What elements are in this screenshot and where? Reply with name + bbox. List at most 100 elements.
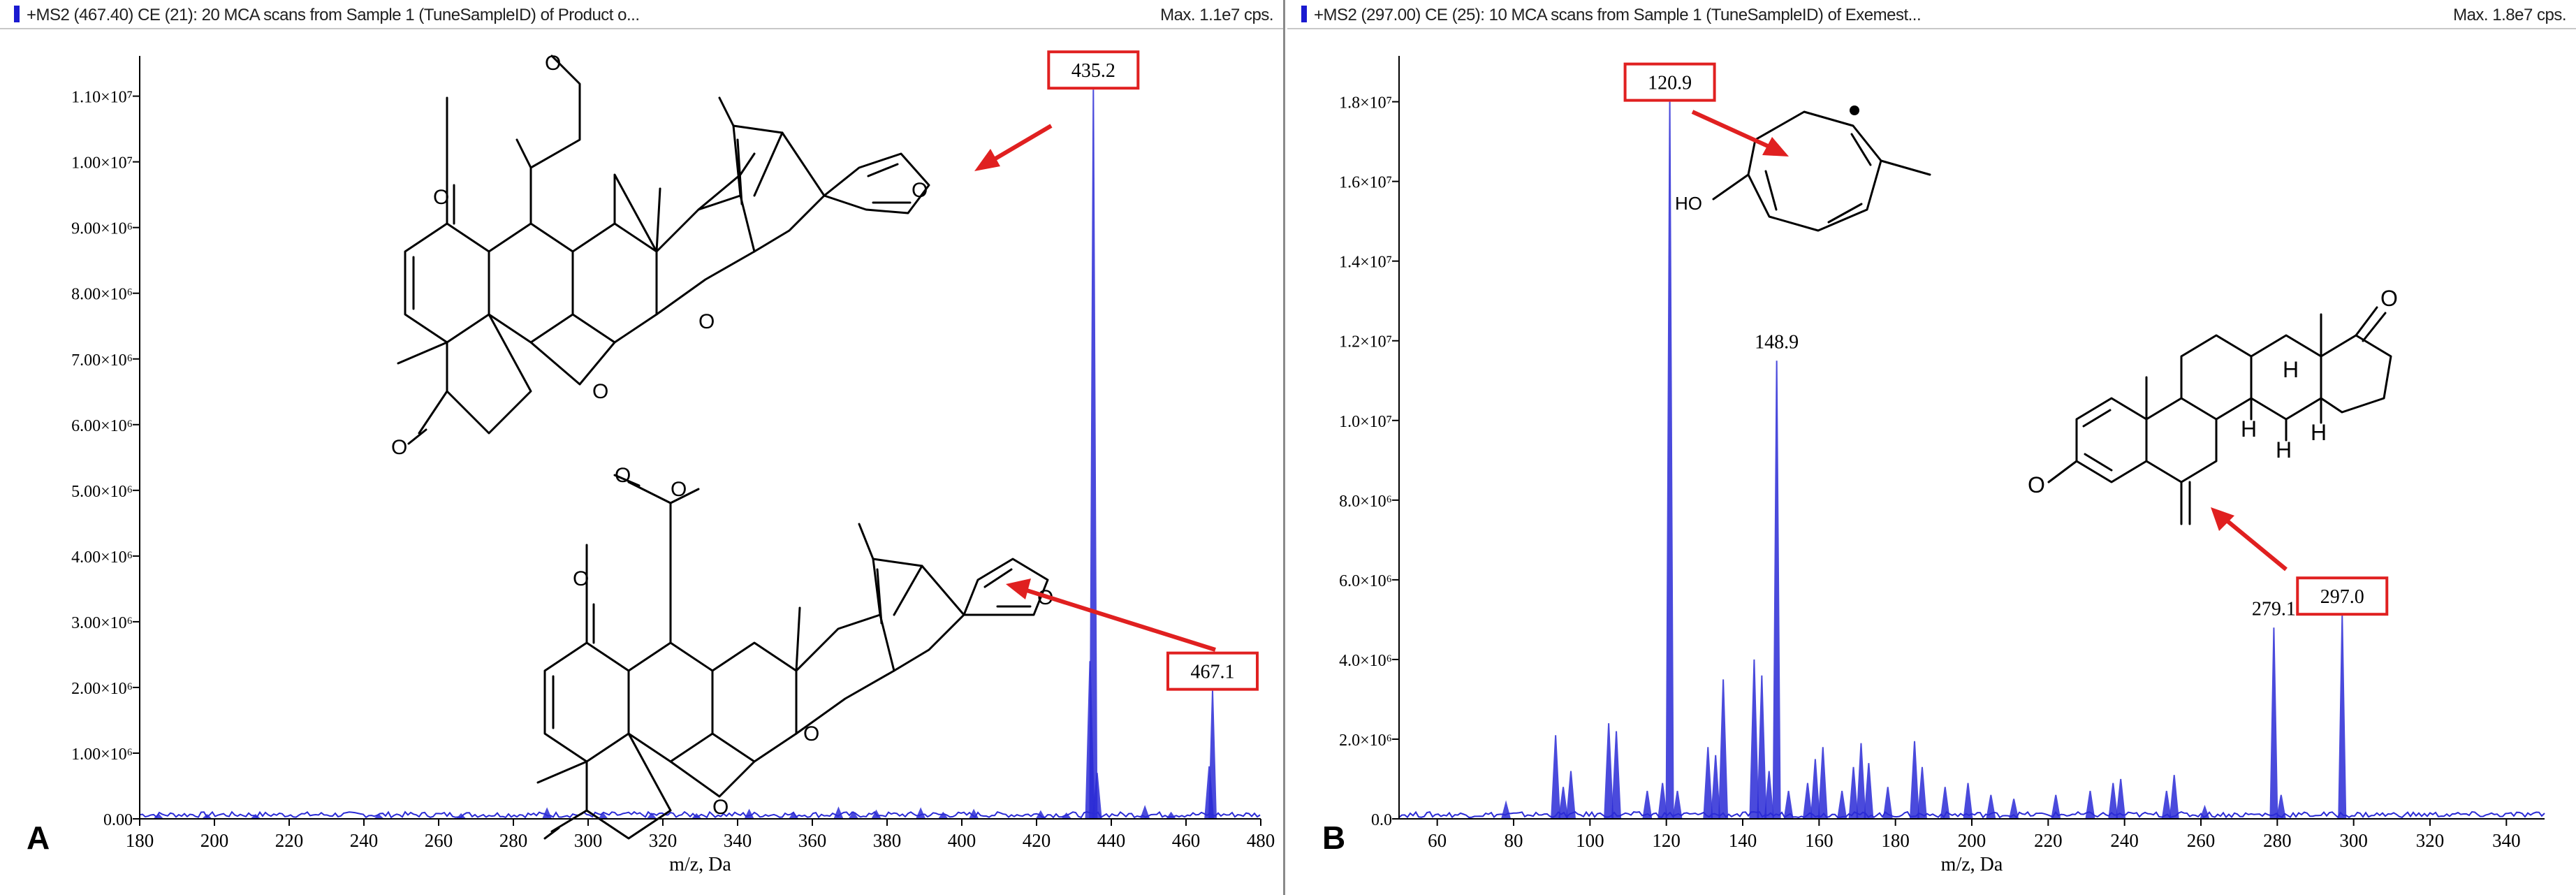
x-tick-label: 160: [1805, 830, 1834, 851]
x-tick-label: 300: [574, 830, 603, 851]
spectrum-peak: [2161, 790, 2172, 820]
x-tick-label: 60: [1428, 830, 1447, 851]
x-tick-label: 120: [1652, 830, 1681, 851]
spectrum-peak: [2008, 799, 2019, 820]
spectrum-peak: [1642, 790, 1653, 820]
y-tick-label: 4.00×10⁶: [71, 548, 133, 567]
panel-b-atom-label: H: [2283, 357, 2299, 382]
peak-label: 435.2: [1071, 60, 1115, 82]
panel-b-atom-label: H: [2276, 437, 2292, 463]
y-tick-label: 1.00×10⁷: [71, 154, 133, 173]
x-tick-label: 320: [649, 830, 678, 851]
panel-a-atom-label: O: [912, 179, 928, 202]
y-tick-label: 0.0: [1371, 811, 1392, 829]
y-tick-label: 8.00×10⁶: [71, 286, 133, 304]
panel-a-molecule-upper: O O O O O O: [391, 52, 930, 459]
spectrum-peak: [1749, 659, 1759, 820]
y-tick-label: 2.00×10⁶: [71, 680, 133, 698]
x-tick-label: 340: [724, 830, 752, 851]
spectrum-peak: [1565, 771, 1576, 820]
panel-a-annotation-arrows: [974, 124, 1216, 652]
x-tick-label: 320: [2416, 830, 2445, 851]
y-tick-label: 6.0×10⁶: [1339, 572, 1392, 590]
panel-b-molecule-exemestane: O O H H H H: [2028, 286, 2398, 525]
x-tick-label: 180: [126, 830, 154, 851]
x-tick-label: 240: [2110, 830, 2139, 851]
x-tick-label: 400: [948, 830, 976, 851]
panel-b-header: +MS2 (297.00) CE (25): 10 MCA scans from…: [1287, 0, 2576, 29]
spectrum-peak: [1657, 783, 1668, 820]
spectrum-peak: [1817, 747, 1828, 820]
spectrum-peak: [2200, 804, 2210, 820]
x-tick-label: 420: [1023, 830, 1051, 851]
spectrum-peak: [1665, 101, 1674, 820]
spectrum-peak: [1764, 771, 1774, 820]
spectrum-peak: [2108, 783, 2118, 820]
spectrum-peak: [1757, 675, 1767, 820]
x-tick-label: 260: [425, 830, 453, 851]
x-tick-label: 280: [499, 830, 528, 851]
x-tick-label: 380: [873, 830, 902, 851]
panel-b-atom-label: HO: [1675, 193, 1702, 214]
peak-label-box: [1047, 50, 1140, 90]
panel-a-header: +MS2 (467.40) CE (21): 20 MCA scans from…: [0, 0, 1283, 29]
panel-a-atom-label: O: [712, 796, 729, 819]
spectrum-peak: [1500, 800, 1512, 820]
panel-a-marker: [14, 6, 20, 22]
spectrum-peak: [1558, 787, 1569, 820]
panel-b-marker: [1301, 6, 1307, 22]
spectrum-peak: [1940, 787, 1950, 820]
x-tick-label: 280: [2263, 830, 2292, 851]
spectrum-peak: [1882, 787, 1893, 820]
spectrum-peak: [1611, 731, 1622, 820]
spectrum-peak: [1917, 766, 1928, 820]
panel-a-atom-label: O: [573, 567, 589, 590]
y-tick-label: 9.00×10⁶: [71, 220, 133, 238]
spectrum-peak: [1139, 805, 1150, 820]
spectrum-panel-a: +MS2 (467.40) CE (21): 20 MCA scans from…: [0, 0, 1285, 895]
spectrum-peak: [2269, 627, 2278, 820]
spectrum-peak: [1165, 811, 1177, 820]
x-tick-label: 360: [798, 830, 827, 851]
spectrum-peak: [1551, 735, 1561, 820]
x-tick-label: 80: [1505, 830, 1523, 851]
x-tick-label: 180: [1881, 830, 1910, 851]
x-tick-label: 100: [1576, 830, 1604, 851]
y-tick-label: 1.8×10⁷: [1339, 94, 1392, 112]
spectrum-peak: [1604, 723, 1614, 820]
x-tick-label: 480: [1247, 830, 1275, 851]
spectrum-peak: [1703, 747, 1713, 820]
panel-a-atom-label: O: [391, 436, 407, 459]
y-tick-label: 1.2×10⁷: [1339, 333, 1392, 351]
peak-label-box: [1623, 62, 1716, 102]
y-tick-label: 6.00×10⁶: [71, 417, 133, 435]
y-tick-label: 4.0×10⁶: [1339, 652, 1392, 670]
y-tick-label: 7.00×10⁶: [71, 351, 133, 370]
x-tick-label: 440: [1097, 830, 1126, 851]
spectrum-peak: [2116, 778, 2126, 820]
spectrum-peak: [1802, 783, 1813, 820]
panel-a-header-title: +MS2 (467.40) CE (21): 20 MCA scans from…: [27, 6, 640, 24]
spectrum-peak: [1672, 790, 1683, 820]
x-axis-title: m/z, Da: [1941, 854, 2003, 875]
panel-a-header-max: Max. 1.1e7 cps.: [1160, 6, 1273, 24]
x-tick-label: 220: [275, 830, 304, 851]
panel-a-atom-label: O: [592, 380, 608, 403]
panel-b-atom-label: H: [2241, 416, 2257, 442]
x-tick-label: 200: [200, 830, 229, 851]
spectrum-peak: [1035, 810, 1046, 820]
x-tick-label: 340: [2492, 830, 2521, 851]
x-tick-label: 240: [350, 830, 379, 851]
y-tick-label: 1.0×10⁷: [1339, 413, 1392, 431]
spectrum-peak: [1963, 783, 1973, 820]
spectrum-peak: [1718, 679, 1729, 820]
x-tick-label: 300: [2339, 830, 2368, 851]
x-tick-label: 220: [2034, 830, 2063, 851]
peak-label: 467.1: [1190, 662, 1234, 683]
y-tick-label: 5.00×10⁶: [71, 483, 133, 501]
spectrum-b-chart: 120.9 148.9 279.1 297.0 60 80 100 120 140 160 180…: [1339, 56, 2545, 875]
spectrum-peak: [1848, 766, 1859, 820]
spectrum-peak: [1772, 361, 1781, 820]
panel-b-header-max: Max. 1.8e7 cps.: [2453, 6, 2566, 24]
peak-label: 148.9: [1755, 331, 1799, 353]
